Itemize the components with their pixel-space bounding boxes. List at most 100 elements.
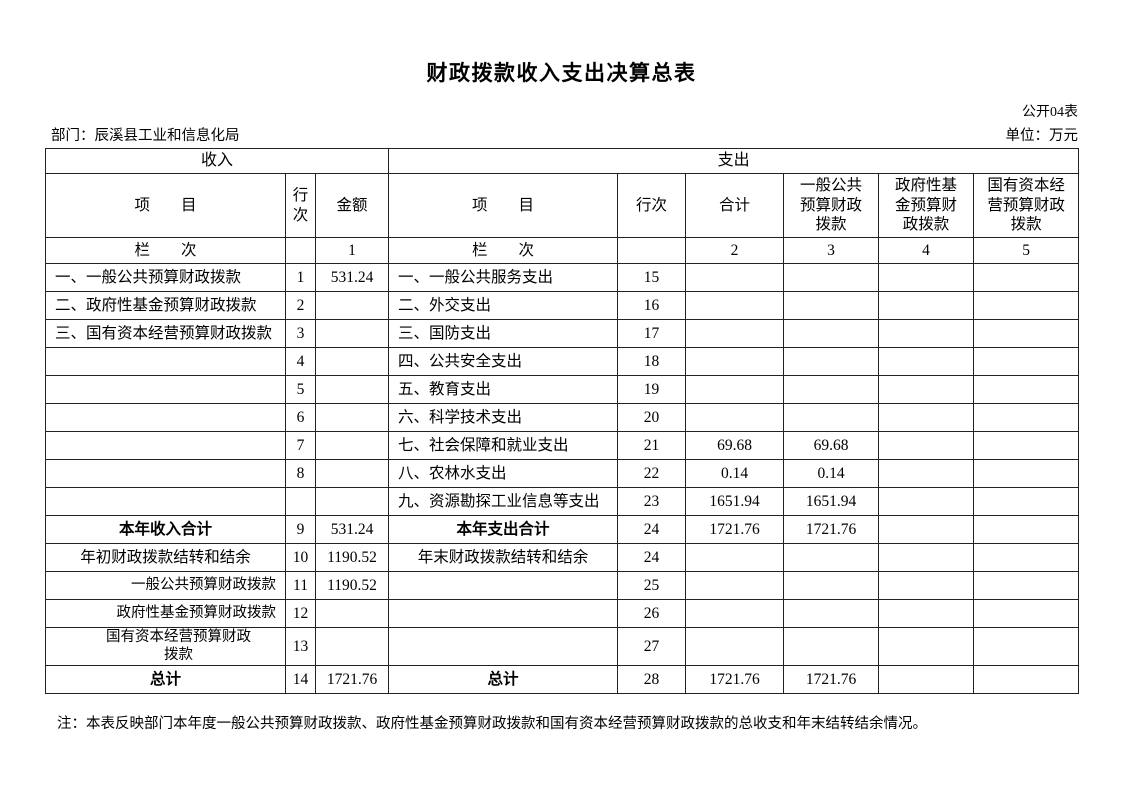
expense-total-cell <box>685 627 785 666</box>
budget-table-body: 一、一般公共预算财政拨款 1 531.24 一、一般公共服务支出 15 二、政府性基金预算… <box>45 263 1080 694</box>
income-amount-cell <box>314 319 390 348</box>
expense-general-budget-cell <box>783 319 880 348</box>
income-item-cell <box>45 459 286 488</box>
table-row: 本年收入合计 9 531.24 本年支出合计 24 1721.76 1721.76 <box>45 515 1080 544</box>
expense-general-budget-cell: 0.14 <box>783 459 880 488</box>
expense-general-budget-cell <box>783 291 880 320</box>
expense-state-capital-cell <box>973 515 1080 544</box>
table-row: 一、一般公共预算财政拨款 1 531.24 一、一般公共服务支出 15 <box>45 263 1080 292</box>
income-item-cell: 二、政府性基金预算财政拨款 <box>45 291 286 320</box>
expense-gov-fund-cell <box>878 487 975 516</box>
expense-item-cell: 一、一般公共服务支出 <box>388 263 619 292</box>
lanci-col-5: 5 <box>973 237 1080 264</box>
expense-general-budget-cell <box>783 571 880 600</box>
income-amount-cell <box>314 347 390 376</box>
income-amount-cell <box>314 431 390 460</box>
expense-state-capital-cell <box>973 319 1080 348</box>
lanci-col-4: 4 <box>878 237 975 264</box>
expense-item-cell: 六、科学技术支出 <box>388 403 619 432</box>
table-row: 7 七、社会保障和就业支出 21 69.68 69.68 <box>45 431 1080 460</box>
expense-general-budget-cell: 1651.94 <box>783 487 880 516</box>
expense-gov-fund-cell <box>878 571 975 600</box>
expense-gov-fund-cell <box>878 347 975 376</box>
income-item-cell: 年初财政拨款结转和结余 <box>45 543 286 572</box>
expense-total-cell <box>685 291 785 320</box>
income-line-cell: 1 <box>285 263 316 292</box>
income-line-cell: 9 <box>285 515 316 544</box>
expense-line-cell: 19 <box>617 375 687 404</box>
expense-gov-fund-cell <box>878 665 975 694</box>
income-item-cell <box>45 347 286 376</box>
expense-gov-fund-cell <box>878 263 975 292</box>
expense-item-cell: 四、公共安全支出 <box>388 347 619 376</box>
expense-general-budget-cell <box>783 543 880 572</box>
expense-item-cell <box>388 627 619 666</box>
unit-line: 单位：万元 <box>1005 128 1079 144</box>
expense-state-capital-cell <box>973 487 1080 516</box>
income-item-cell <box>45 403 286 432</box>
page-title: 财政拨款收入支出决算总表 <box>426 61 697 85</box>
expense-line-cell: 17 <box>617 319 687 348</box>
table-row: 6 六、科学技术支出 20 <box>45 403 1080 432</box>
expense-gov-fund-cell <box>878 291 975 320</box>
column-header-row: 项 目 行 次 金额 项 目 行次 合计 一般公共 预算财政 拨款 政府性基 金… <box>45 173 1080 238</box>
expense-general-budget-cell <box>783 627 880 666</box>
income-amount-cell: 531.24 <box>314 515 390 544</box>
expense-state-capital-cell <box>973 347 1080 376</box>
income-line-cell: 5 <box>285 375 316 404</box>
income-item-cell: 一般公共预算财政拨款 <box>45 571 286 600</box>
expense-state-capital-cell <box>973 403 1080 432</box>
expense-line-header: 行次 <box>617 173 687 238</box>
expense-general-budget-header: 一般公共 预算财政 拨款 <box>783 173 880 238</box>
income-line-cell: 10 <box>285 543 316 572</box>
expense-item-cell: 年末财政拨款结转和结余 <box>388 543 619 572</box>
expense-item-header: 项 目 <box>388 173 619 238</box>
expense-general-budget-cell: 69.68 <box>783 431 880 460</box>
expense-gov-fund-header: 政府性基 金预算财 政拨款 <box>878 173 975 238</box>
income-amount-cell <box>314 375 390 404</box>
expense-item-cell: 七、社会保障和就业支出 <box>388 431 619 460</box>
column-number-row: 栏 次 1 栏 次 2 3 4 5 <box>45 237 1080 264</box>
expense-item-cell: 五、教育支出 <box>388 375 619 404</box>
expense-general-budget-cell: 1721.76 <box>783 665 880 694</box>
income-amount-cell <box>314 291 390 320</box>
income-line-cell <box>285 487 316 516</box>
budget-table: 收入 支出 项 目 行 次 金额 项 目 行次 合计 一般公共 预算财政 拨款 … <box>44 148 1080 694</box>
lanci-col-2: 2 <box>685 237 785 264</box>
income-amount-cell <box>314 599 390 628</box>
expense-line-cell: 21 <box>617 431 687 460</box>
expense-general-budget-cell <box>783 599 880 628</box>
lanci-col-1: 1 <box>314 237 390 264</box>
income-amount-cell: 531.24 <box>314 263 390 292</box>
table-row: 三、国有资本经营预算财政拨款 3 三、国防支出 17 <box>45 319 1080 348</box>
expense-general-budget-cell <box>783 403 880 432</box>
income-item-cell: 本年收入合计 <box>45 515 286 544</box>
expense-line-cell: 23 <box>617 487 687 516</box>
expense-state-capital-cell <box>973 571 1080 600</box>
expense-state-capital-cell <box>973 291 1080 320</box>
expense-line-cell: 26 <box>617 599 687 628</box>
income-amount-cell: 1721.76 <box>314 665 390 694</box>
income-amount-cell: 1190.52 <box>314 571 390 600</box>
income-amount-cell <box>314 403 390 432</box>
expense-line-cell: 16 <box>617 291 687 320</box>
section-header-row: 收入 支出 <box>44 148 1080 174</box>
expense-total-cell: 69.68 <box>685 431 785 460</box>
expense-line-cell: 24 <box>617 515 687 544</box>
expense-item-cell: 三、国防支出 <box>388 319 619 348</box>
income-amount-cell <box>314 459 390 488</box>
expense-line-cell: 28 <box>617 665 687 694</box>
expense-gov-fund-cell <box>878 515 975 544</box>
expense-state-capital-cell <box>973 263 1080 292</box>
income-item-cell: 国有资本经营预算财政 拨款 <box>45 627 286 666</box>
income-item-cell: 总计 <box>45 665 286 694</box>
expense-gov-fund-cell <box>878 319 975 348</box>
expense-section-header: 支出 <box>388 148 1080 174</box>
expense-line-cell: 27 <box>617 627 687 666</box>
expense-total-cell <box>685 543 785 572</box>
income-line-cell: 11 <box>285 571 316 600</box>
income-line-header: 行 次 <box>285 173 316 238</box>
expense-gov-fund-cell <box>878 403 975 432</box>
expense-state-capital-header: 国有资本经 营预算财政 拨款 <box>973 173 1080 238</box>
